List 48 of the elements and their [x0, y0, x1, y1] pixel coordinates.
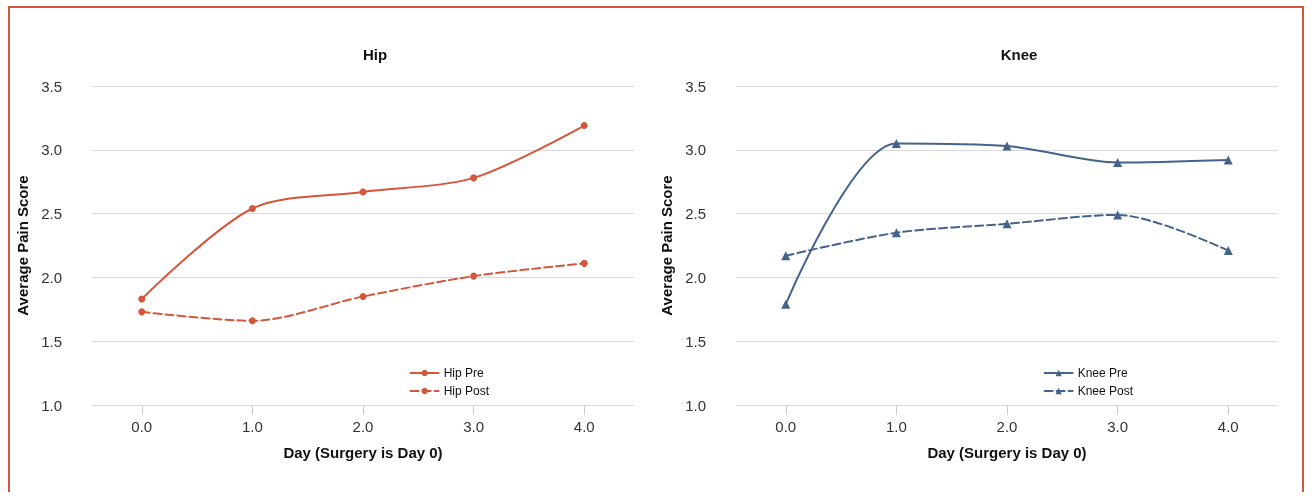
point: [138, 295, 146, 303]
y-tick-label: 1.0: [41, 396, 62, 414]
point: [580, 122, 588, 130]
y-tick-label: 1.5: [685, 332, 706, 350]
y-tick-label: 1.0: [685, 396, 706, 414]
x-tick-label: 1.0: [241, 418, 263, 435]
legend-label: Knee Pre: [1077, 366, 1128, 380]
legend-label: Knee Post: [1077, 384, 1134, 398]
point: [359, 293, 367, 301]
y-tick-label: 3.0: [685, 141, 706, 159]
y-tick-label: 2.5: [685, 205, 706, 223]
point: [1002, 219, 1012, 229]
y-tick-label: 2.0: [685, 268, 706, 286]
y-axis-title: Average Pain Score: [658, 175, 676, 316]
x-tick-label: 1.0: [885, 418, 907, 435]
x-tick-label: 0.0: [131, 418, 153, 435]
x-tick-label: 2.0: [996, 418, 1018, 435]
x-tick-label: 4.0: [573, 418, 595, 435]
legend-label: Hip Post: [443, 384, 490, 398]
x-axis-title: Day (Surgery is Day 0): [927, 444, 1087, 461]
chart-title: Knee: [1000, 46, 1038, 63]
x-tick-label: 4.0: [1217, 418, 1239, 435]
point: [781, 299, 791, 309]
x-tick-label: 3.0: [463, 418, 485, 435]
y-tick-label: 1.5: [41, 332, 62, 350]
y-tick-label: 2.5: [41, 205, 62, 223]
point: [248, 205, 256, 212]
point: [1223, 155, 1233, 165]
y-tick-label: 3.5: [685, 77, 706, 95]
x-axis-title: Day (Surgery is Day 0): [283, 444, 443, 461]
point: [248, 317, 256, 325]
y-tick-label: 3.0: [41, 141, 62, 159]
x-tick-label: 3.0: [1107, 418, 1129, 435]
point: [1002, 141, 1012, 151]
point: [470, 174, 478, 182]
x-tick-label: 2.0: [352, 418, 374, 435]
chart-title: Hip: [362, 46, 388, 63]
point: [891, 138, 901, 148]
x-tick-label: 0.0: [775, 418, 797, 435]
point: [580, 259, 588, 267]
point: [1113, 158, 1123, 168]
legend-label: Hip Pre: [443, 366, 484, 380]
y-axis-title: Average Pain Score: [14, 175, 32, 316]
point: [138, 308, 146, 316]
y-tick-label: 3.5: [41, 77, 62, 95]
y-tick-label: 2.0: [41, 268, 62, 286]
point: [470, 272, 478, 280]
point: [891, 228, 901, 238]
